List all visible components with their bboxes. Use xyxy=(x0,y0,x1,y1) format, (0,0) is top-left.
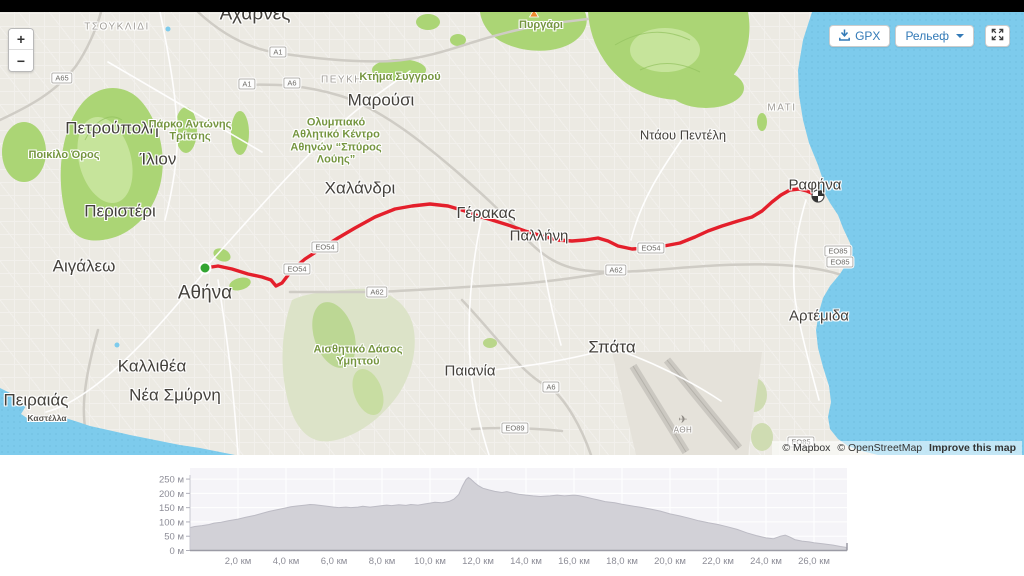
x-axis-tick-label: 4,0 км xyxy=(273,556,300,567)
airport-area xyxy=(612,352,762,455)
x-axis-tick-label: 12,0 км xyxy=(462,556,494,567)
zoom-control: + − xyxy=(8,28,34,72)
relief-dropdown[interactable]: Рельеф xyxy=(895,25,974,47)
x-axis-tick-label: 10,0 км xyxy=(414,556,446,567)
gpx-label: GPX xyxy=(855,29,881,43)
zoom-in-button[interactable]: + xyxy=(9,29,33,50)
peak-warning-icon xyxy=(528,12,540,18)
finish-marker xyxy=(811,189,825,203)
elevation-panel: 250 м 200 м 150 м 100 м 50 м 0 м 2,0 км 4,0 км 6… xyxy=(0,455,1024,576)
x-axis-tick-label: 24,0 км xyxy=(750,556,782,567)
map-canvas[interactable]: ✈ Αχαρνές ΤΣΟΥΚΛΙΔΙ Πυργάρι Πετρούπολη Ποικί… xyxy=(0,12,1024,455)
zoom-out-button[interactable]: − xyxy=(9,50,33,71)
y-axis-tick-label: 150 м xyxy=(159,503,184,514)
download-icon xyxy=(839,29,851,44)
y-axis-tick-label: 50 м xyxy=(164,532,184,543)
airport-plane-icon: ✈ xyxy=(678,414,687,426)
elevation-area xyxy=(189,476,847,551)
osm-attribution-link[interactable]: © OpenStreetMap xyxy=(837,442,923,454)
sea-water xyxy=(0,12,1024,455)
y-axis-tick-label: 0 м xyxy=(170,546,184,557)
x-axis-tick-label: 22,0 км xyxy=(702,556,734,567)
x-axis-tick-label: 2,0 км xyxy=(225,556,252,567)
fullscreen-button[interactable] xyxy=(985,25,1010,47)
x-axis-tick-label: 20,0 км xyxy=(654,556,686,567)
map-toolbar: GPX Рельеф xyxy=(829,25,1010,47)
y-axis-tick-label: 100 м xyxy=(159,517,184,528)
route-line xyxy=(203,187,820,288)
secondary-roads xyxy=(45,12,820,455)
y-axis-tick-label: 250 м xyxy=(159,475,184,486)
relief-label: Рельеф xyxy=(905,29,949,43)
top-black-bar xyxy=(0,0,1024,12)
caret-down-icon xyxy=(956,34,964,38)
map-attribution: © Mapbox © OpenStreetMap Improve this ma… xyxy=(772,441,1022,455)
fullscreen-icon xyxy=(991,28,1004,44)
x-axis-tick-label: 8,0 км xyxy=(369,556,396,567)
map-geometry: ✈ xyxy=(0,12,1024,455)
chart-plot-area[interactable] xyxy=(190,468,847,564)
mapbox-attribution-link[interactable]: © Mapbox xyxy=(782,442,831,454)
x-axis-tick-label: 18,0 км xyxy=(606,556,638,567)
park-areas xyxy=(2,12,773,451)
gpx-download-button[interactable]: GPX xyxy=(829,25,891,47)
y-axis-tick-label: 200 м xyxy=(159,489,184,500)
x-axis-tick-label: 14,0 км xyxy=(510,556,542,567)
start-marker xyxy=(198,261,212,275)
x-axis-tick-label: 16,0 км xyxy=(558,556,590,567)
improve-map-link[interactable]: Improve this map xyxy=(929,442,1016,454)
elevation-chart: 250 м 200 м 150 м 100 м 50 м 0 м 2,0 км 4,0 км 6… xyxy=(159,468,848,567)
x-axis-tick-label: 6,0 км xyxy=(321,556,348,567)
x-axis-tick-label: 26,0 км xyxy=(798,556,830,567)
